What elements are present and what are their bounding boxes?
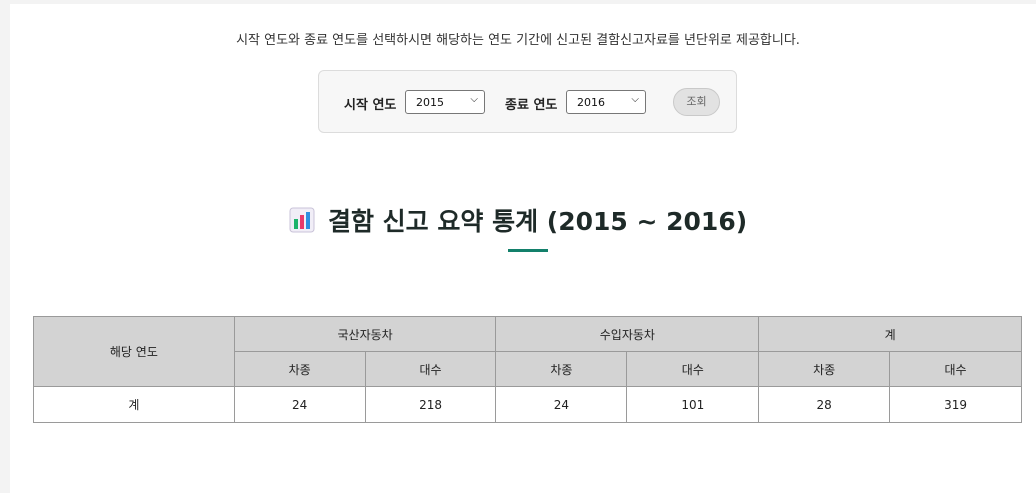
total-count: 319 <box>889 386 1022 423</box>
imported-count: 101 <box>626 386 760 423</box>
bar-chart-icon <box>289 207 315 233</box>
total-models: 28 <box>758 386 891 423</box>
sub-header-count: 대수 <box>364 351 497 387</box>
imported-header: 수입자동차 <box>495 316 760 352</box>
domestic-header: 국산자동차 <box>233 316 497 352</box>
start-year-label: 시작 연도 <box>344 98 397 113</box>
defect-summary-table: 해당 연도 국산자동차 수입자동차 계 차종 대수 차종 대수 차종 대수 계 … <box>33 316 1022 423</box>
query-button[interactable]: 조회 <box>673 88 720 116</box>
start-year-select[interactable]: 2015 ⌵ <box>405 90 485 114</box>
table-row: 계 24 218 24 101 28 319 <box>33 386 1022 423</box>
start-year-value: 2015 <box>416 96 444 109</box>
end-year-select[interactable]: 2016 ⌵ <box>566 90 646 114</box>
year-filter-box: 시작 연도 2015 ⌵ 종료 연도 2016 ⌵ 조회 <box>318 70 737 133</box>
chevron-down-icon: ⌵ <box>631 94 639 105</box>
sub-header-count: 대수 <box>626 351 760 387</box>
domestic-models: 24 <box>233 386 366 423</box>
end-year-label: 종료 연도 <box>505 98 558 113</box>
title-underline <box>508 249 548 252</box>
total-header: 계 <box>758 316 1022 352</box>
chevron-down-icon: ⌵ <box>470 94 478 105</box>
end-year-value: 2016 <box>577 96 605 109</box>
imported-models: 24 <box>495 386 628 423</box>
sub-header-model: 차종 <box>758 351 891 387</box>
year-header: 해당 연도 <box>33 316 235 387</box>
intro-text: 시작 연도와 종료 연도를 선택하시면 해당하는 연도 기간에 신고된 결함신고… <box>236 33 800 48</box>
domestic-count: 218 <box>364 386 497 423</box>
summary-heading: 결함 신고 요약 통계 (2015 ~ 2016) <box>0 202 1036 238</box>
sub-header-count: 대수 <box>889 351 1022 387</box>
row-year: 계 <box>33 386 235 423</box>
sub-header-model: 차종 <box>233 351 366 387</box>
summary-title: 결함 신고 요약 통계 (2015 ~ 2016) <box>327 207 748 236</box>
sub-header-model: 차종 <box>495 351 628 387</box>
